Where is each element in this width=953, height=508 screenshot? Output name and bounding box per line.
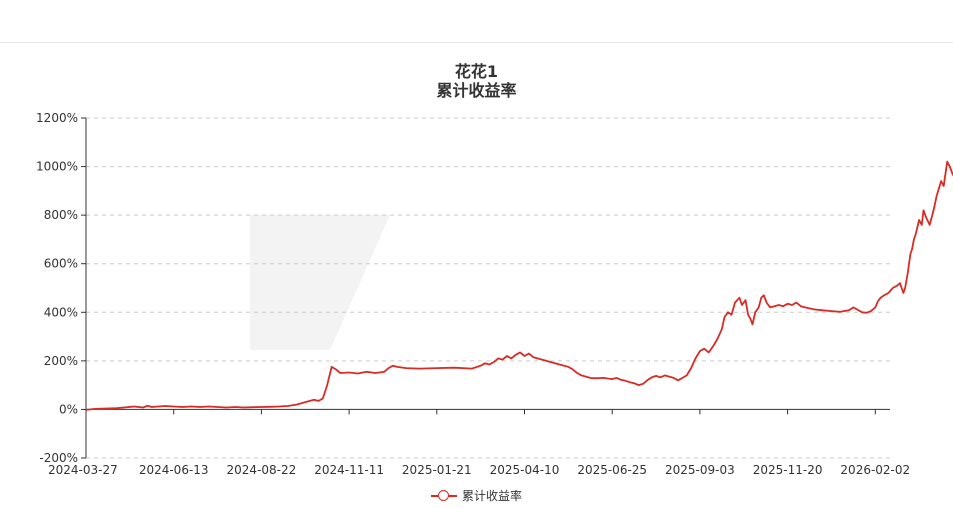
y-tick-label: 400% [44, 305, 78, 319]
x-tick-label: 2024-08-22 [227, 463, 297, 477]
watermark-shape [250, 215, 390, 350]
series-line [85, 160, 953, 411]
y-tick-label: 0% [59, 402, 78, 416]
x-tick-label: 2025-09-03 [665, 463, 735, 477]
y-tick-label: 1200% [36, 111, 78, 125]
y-tick-label: 1000% [36, 160, 78, 174]
chart-title: 花花1 [454, 62, 499, 81]
x-axis-ticks: 2024-03-27 2024-06-13 2024-08-22 2024-11-11… [48, 409, 910, 477]
legend[interactable]: 累计收益率 [0, 487, 953, 504]
watermark-logo [250, 215, 390, 350]
x-tick-label: 2025-04-10 [490, 463, 560, 477]
y-tick-label: 200% [44, 354, 78, 368]
x-tick-label: 2025-01-21 [402, 463, 472, 477]
grid-lines [86, 117, 890, 459]
y-axis-ticks: -200% 0% 200% 400% 600% 800% 1000% 1200% [36, 111, 86, 465]
x-tick-label: 2026-02-02 [840, 463, 910, 477]
x-tick-label: 2025-11-20 [753, 463, 823, 477]
chart-axes [85, 118, 890, 458]
y-tick-label: -200% [39, 451, 78, 465]
x-tick-label: 2024-11-11 [314, 463, 384, 477]
x-tick-label: 2024-06-13 [139, 463, 209, 477]
series-group [85, 160, 953, 411]
y-tick-label: 600% [44, 257, 78, 271]
legend-line-marker-icon [430, 489, 457, 502]
x-tick-label: 2025-06-25 [577, 463, 647, 477]
legend-label: 累计收益率 [461, 489, 522, 503]
y-tick-label: 800% [44, 208, 78, 222]
top-bar [0, 0, 953, 43]
chart-subtitle: 累计收益率 [436, 81, 517, 100]
x-tick-label: 2024-03-27 [48, 463, 118, 477]
